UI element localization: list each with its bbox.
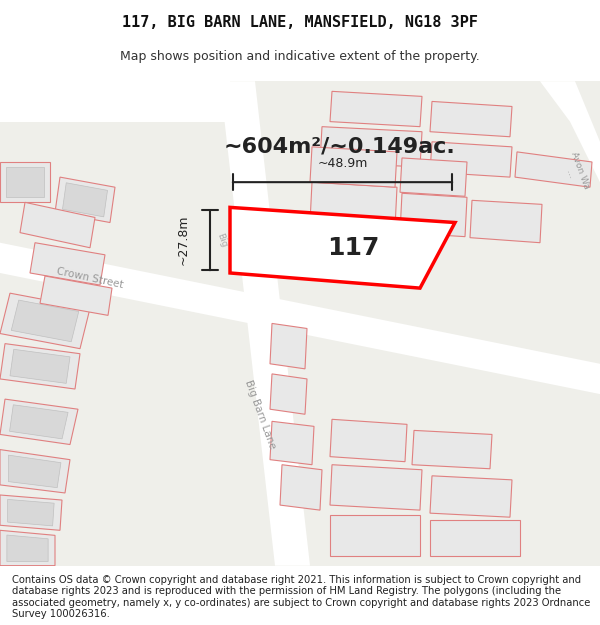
Polygon shape: [270, 324, 307, 369]
Polygon shape: [40, 276, 112, 316]
Polygon shape: [8, 499, 54, 526]
Polygon shape: [220, 81, 310, 566]
Text: Avon Wa
...: Avon Wa ...: [559, 151, 591, 194]
Polygon shape: [0, 530, 55, 566]
Polygon shape: [320, 127, 422, 167]
Polygon shape: [330, 419, 407, 462]
Text: Crown Street: Crown Street: [56, 266, 124, 290]
Polygon shape: [0, 495, 62, 530]
Text: Map shows position and indicative extent of the property.: Map shows position and indicative extent…: [120, 51, 480, 63]
Polygon shape: [230, 208, 455, 288]
Polygon shape: [430, 520, 520, 556]
Polygon shape: [30, 242, 105, 285]
Polygon shape: [430, 142, 512, 177]
Text: Contains OS data © Crown copyright and database right 2021. This information is : Contains OS data © Crown copyright and d…: [12, 574, 590, 619]
Polygon shape: [430, 476, 512, 518]
Polygon shape: [540, 81, 600, 182]
Polygon shape: [11, 300, 79, 342]
Text: 117: 117: [328, 236, 380, 260]
Text: ~27.8m: ~27.8m: [177, 215, 190, 266]
Polygon shape: [0, 399, 78, 444]
Polygon shape: [0, 242, 600, 394]
Polygon shape: [0, 81, 230, 122]
Polygon shape: [10, 405, 68, 439]
Text: ~604m²/~0.149ac.: ~604m²/~0.149ac.: [224, 137, 456, 157]
Polygon shape: [310, 147, 397, 188]
Text: Big Barn Lane: Big Barn Lane: [243, 378, 277, 450]
Polygon shape: [62, 182, 107, 217]
Polygon shape: [330, 465, 422, 510]
Polygon shape: [270, 421, 314, 465]
Polygon shape: [330, 515, 420, 556]
Text: ~48.9m: ~48.9m: [317, 158, 368, 171]
Polygon shape: [0, 449, 70, 493]
Polygon shape: [310, 182, 397, 228]
Polygon shape: [280, 465, 322, 510]
Polygon shape: [20, 202, 95, 248]
Polygon shape: [0, 162, 50, 202]
Text: Big: Big: [215, 232, 229, 249]
Polygon shape: [400, 158, 467, 196]
Polygon shape: [8, 455, 61, 488]
Polygon shape: [6, 167, 44, 198]
Polygon shape: [0, 293, 90, 349]
Polygon shape: [470, 201, 542, 242]
Polygon shape: [7, 535, 48, 561]
Polygon shape: [55, 177, 115, 222]
Polygon shape: [10, 349, 70, 383]
Polygon shape: [412, 431, 492, 469]
Text: 117, BIG BARN LANE, MANSFIELD, NG18 3PF: 117, BIG BARN LANE, MANSFIELD, NG18 3PF: [122, 15, 478, 30]
Polygon shape: [270, 374, 307, 414]
Polygon shape: [330, 91, 422, 127]
Polygon shape: [430, 101, 512, 137]
Polygon shape: [515, 152, 592, 188]
Polygon shape: [0, 344, 80, 389]
Polygon shape: [400, 193, 467, 237]
